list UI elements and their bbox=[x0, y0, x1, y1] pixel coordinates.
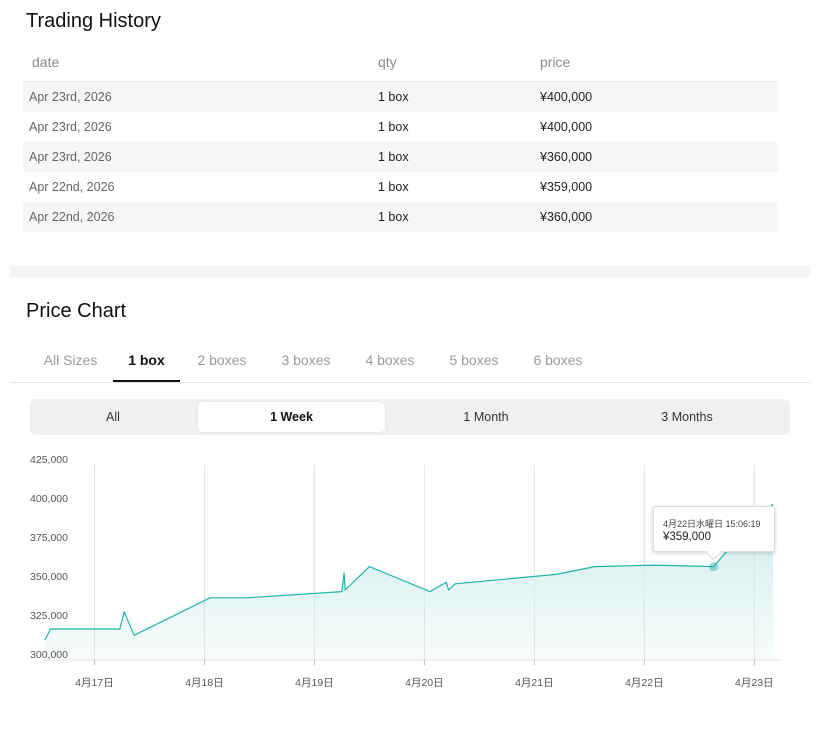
tab-all-sizes[interactable]: All Sizes bbox=[43, 352, 98, 368]
row-qty: 1 box bbox=[378, 210, 409, 224]
row-qty: 1 box bbox=[378, 180, 409, 194]
tab-1-box[interactable]: 1 box bbox=[113, 340, 180, 382]
tab-5-boxes[interactable]: 5 boxes bbox=[449, 352, 499, 368]
row-price: ¥360,000 bbox=[540, 210, 593, 224]
series-area-fill bbox=[45, 504, 773, 660]
highlight-point[interactable] bbox=[709, 562, 719, 572]
range-toggle: All 1 Week 1 Month 3 Months bbox=[30, 399, 790, 435]
row-price: ¥400,000 bbox=[540, 120, 593, 134]
chart-area bbox=[44, 503, 774, 660]
table-body: Apr 23rd, 2026 1 box ¥400,000 Apr 23rd, … bbox=[23, 82, 778, 232]
trading-history-table: date qty price Apr 23rd, 2026 1 box ¥400… bbox=[23, 44, 778, 232]
tab-3-boxes[interactable]: 3 boxes bbox=[281, 352, 331, 368]
row-qty: 1 box bbox=[378, 120, 409, 134]
x-tick-label: 4月21日 bbox=[515, 677, 554, 689]
range-1-month-button[interactable]: 1 Month bbox=[463, 410, 509, 424]
table-row: Apr 23rd, 2026 1 box ¥360,000 bbox=[23, 142, 778, 172]
tab-2-boxes[interactable]: 2 boxes bbox=[197, 352, 247, 368]
range-all-button[interactable]: All bbox=[106, 410, 120, 424]
chart-tooltip: 4月22日水曜日 15:06:19 ¥359,000 bbox=[653, 506, 775, 552]
y-tick-label: 425,000 bbox=[30, 454, 68, 466]
x-tick-label: 4月22日 bbox=[625, 677, 664, 689]
column-header-date[interactable]: date bbox=[32, 54, 60, 70]
x-tick-label: 4月18日 bbox=[185, 677, 224, 689]
row-qty: 1 box bbox=[378, 90, 409, 104]
table-header: date qty price bbox=[23, 44, 778, 82]
tooltip-time: 4月22日水曜日 15:06:19 bbox=[663, 519, 761, 529]
row-date: Apr 22nd, 2026 bbox=[29, 210, 115, 224]
column-header-qty[interactable]: qty bbox=[378, 54, 397, 70]
column-header-price[interactable]: price bbox=[540, 54, 571, 70]
tab-6-boxes[interactable]: 6 boxes bbox=[533, 352, 583, 368]
row-price: ¥359,000 bbox=[540, 180, 593, 194]
y-tick-label: 350,000 bbox=[30, 571, 68, 583]
row-price: ¥360,000 bbox=[540, 150, 593, 164]
row-price: ¥400,000 bbox=[540, 90, 593, 104]
range-1-week-button[interactable]: 1 Week bbox=[198, 402, 385, 432]
x-tick-label: 4月17日 bbox=[75, 677, 114, 689]
price-chart: 4月17日 4月18日 4月19日 4月20日 4月21日 4月22日 4月23日 300,0… bbox=[30, 454, 780, 689]
chart-ticks: 4月17日 4月18日 4月19日 4月20日 4月21日 4月22日 4月23日 300,0… bbox=[30, 454, 774, 689]
y-tick-label: 325,000 bbox=[30, 610, 68, 622]
series-line[interactable] bbox=[44, 503, 774, 641]
size-tabs: All Sizes 1 box 2 boxes 3 boxes 4 boxes … bbox=[10, 340, 810, 383]
table-row: Apr 23rd, 2026 1 box ¥400,000 bbox=[23, 112, 778, 142]
y-tick-label: 375,000 bbox=[30, 532, 68, 544]
y-tick-label: 400,000 bbox=[30, 493, 68, 505]
table-row: Apr 22nd, 2026 1 box ¥359,000 bbox=[23, 172, 778, 202]
x-tick-label: 4月19日 bbox=[295, 677, 334, 689]
row-date: Apr 22nd, 2026 bbox=[29, 180, 115, 194]
tooltip-price: ¥359,000 bbox=[663, 531, 711, 543]
row-date: Apr 23rd, 2026 bbox=[29, 90, 112, 104]
row-date: Apr 23rd, 2026 bbox=[29, 120, 112, 134]
table-row: Apr 22nd, 2026 1 box ¥360,000 bbox=[23, 202, 778, 232]
price-chart-title: Price Chart bbox=[26, 300, 127, 322]
row-date: Apr 23rd, 2026 bbox=[29, 150, 112, 164]
section-divider bbox=[10, 266, 810, 277]
tab-4-boxes[interactable]: 4 boxes bbox=[365, 352, 415, 368]
trading-history-title: Trading History bbox=[26, 10, 161, 32]
range-3-months-button[interactable]: 3 Months bbox=[661, 410, 713, 424]
y-tick-label: 300,000 bbox=[30, 649, 68, 661]
table-row: Apr 23rd, 2026 1 box ¥400,000 bbox=[23, 82, 778, 112]
x-tick-label: 4月20日 bbox=[405, 677, 444, 689]
row-qty: 1 box bbox=[378, 150, 409, 164]
x-tick-label: 4月23日 bbox=[735, 677, 774, 689]
